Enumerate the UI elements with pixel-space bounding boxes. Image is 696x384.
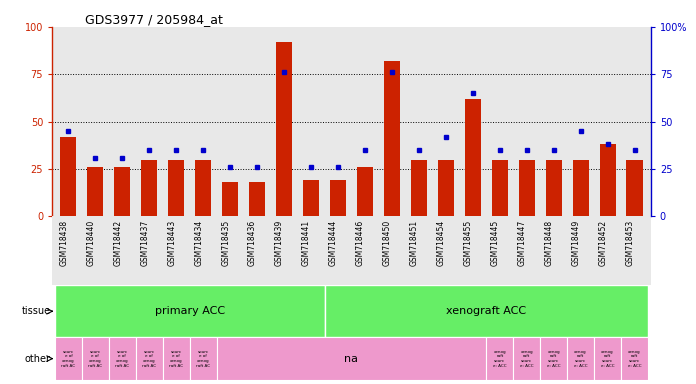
Bar bbox=[465, 99, 481, 217]
Text: GSM718440: GSM718440 bbox=[86, 220, 95, 266]
Text: GSM718436: GSM718436 bbox=[248, 220, 257, 266]
Text: GDS3977 / 205984_at: GDS3977 / 205984_at bbox=[85, 13, 223, 26]
Bar bbox=[540, 337, 567, 380]
Bar bbox=[487, 337, 513, 380]
Text: GSM718437: GSM718437 bbox=[141, 220, 149, 266]
Text: xenog
raft
sourc
e: ACC: xenog raft sourc e: ACC bbox=[628, 350, 642, 367]
Bar bbox=[573, 160, 589, 217]
Text: xenog
raft
sourc
e: ACC: xenog raft sourc e: ACC bbox=[574, 350, 587, 367]
Text: GSM718452: GSM718452 bbox=[599, 220, 608, 266]
Text: xenog
raft
sourc
e: ACC: xenog raft sourc e: ACC bbox=[601, 350, 615, 367]
Text: GSM718455: GSM718455 bbox=[464, 220, 473, 266]
Text: sourc
e of
xenog
raft AC: sourc e of xenog raft AC bbox=[116, 350, 129, 367]
Bar bbox=[55, 337, 82, 380]
Bar bbox=[61, 137, 77, 217]
Bar bbox=[249, 182, 265, 217]
Text: sourc
e of
xenog
raft AC: sourc e of xenog raft AC bbox=[88, 350, 102, 367]
Bar bbox=[519, 160, 535, 217]
Bar bbox=[87, 167, 104, 217]
Bar bbox=[513, 337, 540, 380]
Bar bbox=[190, 337, 216, 380]
Text: xenog
raft
sourc
e: ACC: xenog raft sourc e: ACC bbox=[547, 350, 560, 367]
Bar bbox=[626, 160, 642, 217]
Bar bbox=[136, 337, 163, 380]
Text: sourc
e of
xenog
raft AC: sourc e of xenog raft AC bbox=[196, 350, 210, 367]
Text: GSM718435: GSM718435 bbox=[221, 220, 230, 266]
Text: GSM718438: GSM718438 bbox=[59, 220, 68, 266]
Bar bbox=[222, 182, 238, 217]
Text: GSM718446: GSM718446 bbox=[356, 220, 365, 266]
Bar bbox=[357, 167, 373, 217]
Bar bbox=[324, 285, 648, 337]
Text: sourc
e of
xenog
raft AC: sourc e of xenog raft AC bbox=[169, 350, 183, 367]
Text: other: other bbox=[25, 354, 51, 364]
Bar bbox=[438, 160, 454, 217]
Bar bbox=[109, 337, 136, 380]
Text: GSM718441: GSM718441 bbox=[302, 220, 311, 266]
Text: GSM718447: GSM718447 bbox=[518, 220, 527, 266]
Bar bbox=[411, 160, 427, 217]
Bar bbox=[330, 180, 346, 217]
Bar bbox=[621, 337, 648, 380]
Bar bbox=[114, 167, 130, 217]
Text: GSM718443: GSM718443 bbox=[167, 220, 176, 266]
Text: GSM718454: GSM718454 bbox=[437, 220, 446, 266]
Bar bbox=[546, 160, 562, 217]
Text: na: na bbox=[345, 354, 358, 364]
Text: GSM718444: GSM718444 bbox=[329, 220, 338, 266]
Text: GSM718453: GSM718453 bbox=[626, 220, 635, 266]
Text: sourc
e of
xenog
raft AC: sourc e of xenog raft AC bbox=[142, 350, 157, 367]
Text: GSM718445: GSM718445 bbox=[491, 220, 500, 266]
Bar bbox=[141, 160, 157, 217]
Bar bbox=[491, 160, 508, 217]
Text: sourc
e of
xenog
raft AC: sourc e of xenog raft AC bbox=[61, 350, 75, 367]
Bar bbox=[82, 337, 109, 380]
Bar bbox=[163, 337, 190, 380]
Text: primary ACC: primary ACC bbox=[155, 306, 225, 316]
Text: tissue: tissue bbox=[22, 306, 51, 316]
Text: GSM718448: GSM718448 bbox=[545, 220, 554, 266]
Bar bbox=[55, 285, 324, 337]
Bar bbox=[303, 180, 319, 217]
Text: GSM718439: GSM718439 bbox=[275, 220, 284, 266]
Text: GSM718450: GSM718450 bbox=[383, 220, 392, 266]
Text: xenog
raft
sourc
e: ACC: xenog raft sourc e: ACC bbox=[493, 350, 507, 367]
Bar bbox=[599, 144, 616, 217]
Text: xenog
raft
sourc
e: ACC: xenog raft sourc e: ACC bbox=[520, 350, 534, 367]
Bar bbox=[216, 337, 487, 380]
Text: GSM718442: GSM718442 bbox=[113, 220, 122, 266]
Bar bbox=[276, 42, 292, 217]
Bar bbox=[567, 337, 594, 380]
Bar bbox=[594, 337, 621, 380]
Bar bbox=[168, 160, 184, 217]
Text: GSM718449: GSM718449 bbox=[571, 220, 580, 266]
Bar bbox=[383, 61, 400, 217]
Text: GSM718451: GSM718451 bbox=[410, 220, 419, 266]
Bar bbox=[195, 160, 212, 217]
Text: GSM718434: GSM718434 bbox=[194, 220, 203, 266]
Text: xenograft ACC: xenograft ACC bbox=[446, 306, 526, 316]
